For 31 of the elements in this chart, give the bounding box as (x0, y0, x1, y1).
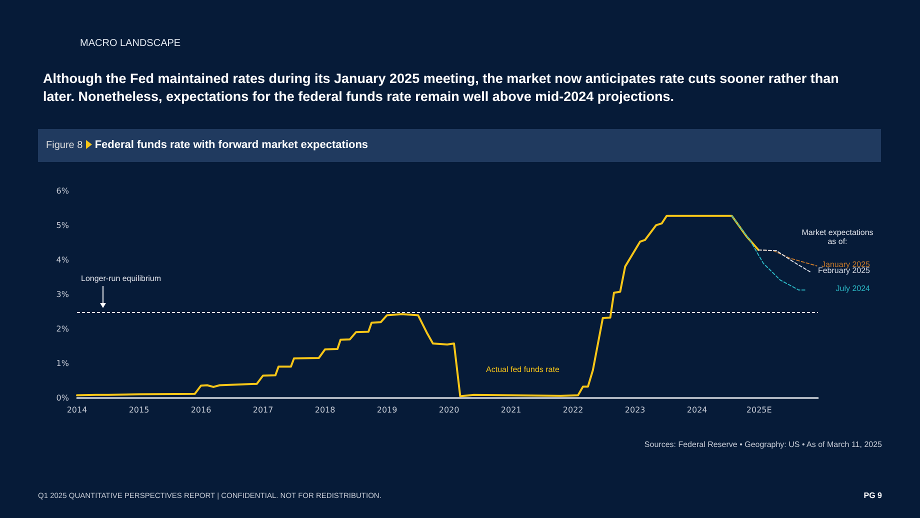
x-tick-label: 2016 (190, 406, 212, 414)
x-tick-label: 2019 (376, 406, 398, 414)
x-tick-label: 2024 (686, 406, 708, 414)
y-tick-label: 0% (56, 394, 70, 402)
chart-title: Although the Fed maintained rates during its January 2025 meeting, the market now anticipates rate cuts sooner rather than later. Nonetheless, expectations for the federal funds rate remain well above mid-2024 projections. (43, 70, 840, 106)
y-tick-label: 3% (56, 290, 70, 299)
legend-title: Market expectations as of: (800, 228, 874, 246)
ref-line-label: Longer-run equilibrium (81, 274, 162, 283)
x-tick-label: 2025E (746, 406, 772, 414)
x-tick-label: 2022 (562, 406, 584, 414)
x-tick-label: 2020 (438, 406, 460, 414)
line-series (758, 249, 810, 272)
x-tick-label: 2017 (252, 406, 274, 414)
x-tick-label: 2014 (66, 406, 88, 414)
x-tick-label: 2021 (500, 406, 522, 414)
chart-subtitle: Federal funds rate with forward market expectations (94, 139, 368, 151)
y-tick-label: 5% (56, 221, 70, 230)
line-series (76, 214, 760, 398)
y-tick-label: 2% (56, 324, 70, 334)
y-tick-label: 1% (56, 359, 70, 368)
x-tick-label: 2023 (624, 406, 646, 414)
text: July 2024 (836, 284, 870, 293)
source-note: Sources: Federal Reserve • Geography: US • As of March 11, 2025 (644, 440, 882, 449)
text: Actual fed funds rate (486, 365, 560, 374)
caption: Figure 8 (46, 140, 83, 151)
x-tick-label: 2015 (128, 406, 150, 414)
y-tick-label: 6% (56, 186, 70, 196)
y-tick-label: 4% (56, 256, 70, 264)
text: PG 9 (864, 491, 882, 500)
text: MACRO LANDSCAPE (80, 38, 181, 49)
x-tick-label: 2018 (314, 406, 336, 414)
